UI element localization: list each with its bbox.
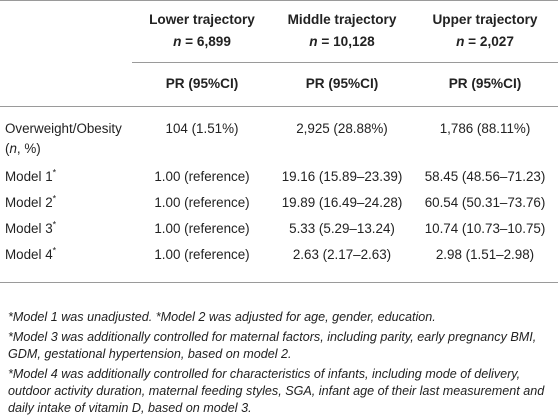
table-cell: 2.63 (2.17–2.63) (292, 247, 392, 262)
table-cell: 1,786 (88.11%) (439, 121, 531, 136)
table-top-rule (0, 0, 558, 1)
n-value: = 10,128 (321, 34, 375, 49)
row-label-model1: Model 1* (5, 167, 57, 185)
col-header-lower: Lower trajectory (149, 12, 255, 27)
col-header-upper: Upper trajectory (432, 12, 538, 27)
row-label-overweight: Overweight/Obesity (5, 121, 122, 136)
model-label: Model 3 (5, 221, 53, 236)
table-cell: 1.00 (reference) (154, 195, 250, 210)
model-label: Model 4 (5, 247, 53, 262)
model-label: Model 2 (5, 195, 53, 210)
footnote-mark: * (52, 167, 57, 178)
n-symbol: n (309, 34, 318, 49)
col-stat-lower: PR (95%CI) (165, 76, 239, 91)
footnote-mark: * (52, 219, 57, 230)
col-stat-upper: PR (95%CI) (448, 76, 522, 91)
n-symbol: n (9, 141, 17, 156)
table-cell: 2.98 (1.51–2.98) (435, 247, 535, 262)
footnote-2: *Model 3 was additionally controlled for… (8, 330, 537, 361)
paren-open: ( (5, 141, 10, 156)
n-value: = 6,899 (185, 34, 231, 49)
table-footnotes: *Model 1 was unadjusted. *Model 2 was ad… (8, 309, 554, 420)
row-label-model4: Model 4* (5, 245, 57, 263)
n-symbol: n (173, 34, 182, 49)
row-label-overweight-unit: (n, %) (5, 141, 41, 157)
unit-rest: , %) (16, 141, 41, 156)
table-cell: 60.54 (50.31–73.76) (424, 195, 546, 210)
table-cell: 2,925 (28.88%) (296, 121, 388, 136)
table-cell: 1.00 (reference) (154, 221, 250, 236)
footnote-3: *Model 4 was additionally controlled for… (8, 367, 545, 415)
header-rule-2 (0, 106, 558, 107)
table-cell: 10.74 (10.73–10.75) (424, 221, 546, 236)
table-bottom-rule (0, 282, 558, 283)
col-n-lower: n = 6,899 (132, 34, 272, 50)
table-cell: 5.33 (5.29–13.24) (289, 221, 395, 236)
table-cell: 1.00 (reference) (154, 169, 250, 184)
model-label: Model 1 (5, 169, 53, 184)
footnote-1: *Model 1 was unadjusted. *Model 2 was ad… (8, 310, 436, 324)
col-n-upper: n = 2,027 (412, 34, 558, 50)
col-header-middle: Middle trajectory (287, 12, 397, 27)
table-cell: 104 (1.51%) (165, 121, 239, 136)
col-n-middle: n = 10,128 (268, 34, 416, 50)
n-symbol: n (456, 34, 465, 49)
table-cell: 19.89 (16.49–24.28) (281, 195, 403, 210)
col-stat-middle: PR (95%CI) (305, 76, 379, 91)
row-label-model2: Model 2* (5, 193, 57, 211)
row-label-model3: Model 3* (5, 219, 57, 237)
header-rule-1 (132, 62, 558, 63)
footnote-mark: * (52, 193, 57, 204)
table-cell: 58.45 (48.56–71.23) (424, 169, 546, 184)
footnote-mark: * (52, 245, 57, 256)
table-cell: 19.16 (15.89–23.39) (281, 169, 403, 184)
n-value: = 2,027 (468, 34, 514, 49)
table-cell: 1.00 (reference) (154, 247, 250, 262)
